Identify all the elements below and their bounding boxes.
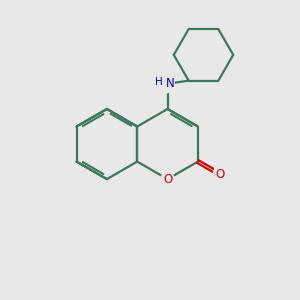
Text: O: O (215, 168, 224, 181)
Circle shape (161, 172, 174, 186)
Text: H: H (155, 77, 163, 87)
Text: N: N (166, 77, 174, 90)
Text: O: O (163, 172, 172, 186)
Circle shape (155, 74, 174, 93)
Circle shape (213, 168, 226, 181)
